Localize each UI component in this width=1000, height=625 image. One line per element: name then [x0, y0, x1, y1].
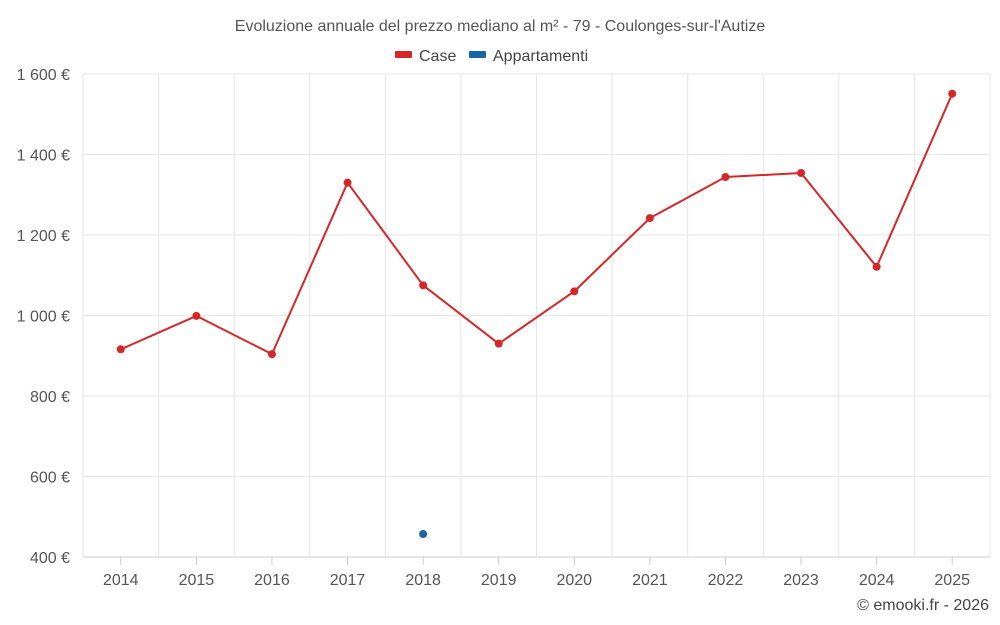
chart-title: Evoluzione annuale del prezzo mediano al… — [235, 18, 766, 35]
data-point-case-2018[interactable] — [419, 281, 428, 290]
legend-item-appartamenti[interactable]: Appartamenti — [469, 48, 588, 65]
y-tick-label: 800 € — [30, 389, 70, 406]
y-tick-label: 1 200 € — [17, 228, 70, 245]
legend-swatch-appartamenti — [469, 51, 486, 58]
y-axis-ticks: 400 € 600 € 800 € 1 000 € 1 200 € 1 400 € 1 60… — [17, 67, 70, 567]
data-point-case-2025[interactable] — [948, 89, 957, 98]
x-tick-label: 2017 — [330, 572, 366, 589]
x-tick-label: 2023 — [783, 572, 819, 589]
data-point-case-2019[interactable] — [494, 339, 503, 348]
legend-item-case[interactable]: Case — [395, 48, 456, 65]
x-tick-label: 2025 — [934, 572, 970, 589]
x-tick-label: 2022 — [708, 572, 744, 589]
y-tick-label: 1 000 € — [17, 309, 70, 326]
x-tick-label: 2024 — [859, 572, 895, 589]
x-tick-label: 2015 — [179, 572, 215, 589]
grid — [82, 73, 991, 558]
series-line-case — [120, 93, 954, 356]
data-point-case-2017[interactable] — [343, 178, 352, 187]
legend-swatch-case — [395, 51, 412, 58]
data-point-case-2023[interactable] — [797, 169, 806, 178]
y-tick-label: 600 € — [30, 470, 70, 487]
data-point-case-2021[interactable] — [645, 214, 654, 223]
series — [116, 89, 957, 539]
data-point-case-2024[interactable] — [872, 262, 881, 271]
y-tick-label: 400 € — [30, 550, 70, 567]
x-tick-label: 2020 — [556, 572, 592, 589]
x-tick-label: 2019 — [481, 572, 517, 589]
y-tick-label: 1 600 € — [17, 67, 70, 84]
x-tick-label: 2018 — [405, 572, 441, 589]
y-tick-label: 1 400 € — [17, 148, 70, 165]
credit: © emooki.fr - 2026 — [857, 597, 989, 614]
data-point-case-2022[interactable] — [721, 173, 730, 182]
legend: Case Appartamenti — [395, 48, 588, 65]
data-point-case-2020[interactable] — [570, 287, 579, 296]
data-point-case-2015[interactable] — [192, 311, 201, 320]
legend-label-appartamenti: Appartamenti — [493, 48, 588, 65]
data-point-case-2016[interactable] — [267, 350, 276, 359]
data-point-case-2014[interactable] — [116, 345, 125, 354]
x-axis-ticks: 2014 2015 2016 2017 2018 2019 2020 2021 2022 2023… — [103, 557, 970, 589]
legend-label-case: Case — [419, 48, 456, 65]
data-point-appartamenti-2018[interactable] — [419, 530, 428, 539]
x-tick-label: 2021 — [632, 572, 668, 589]
x-tick-label: 2014 — [103, 572, 139, 589]
x-tick-label: 2016 — [254, 572, 290, 589]
